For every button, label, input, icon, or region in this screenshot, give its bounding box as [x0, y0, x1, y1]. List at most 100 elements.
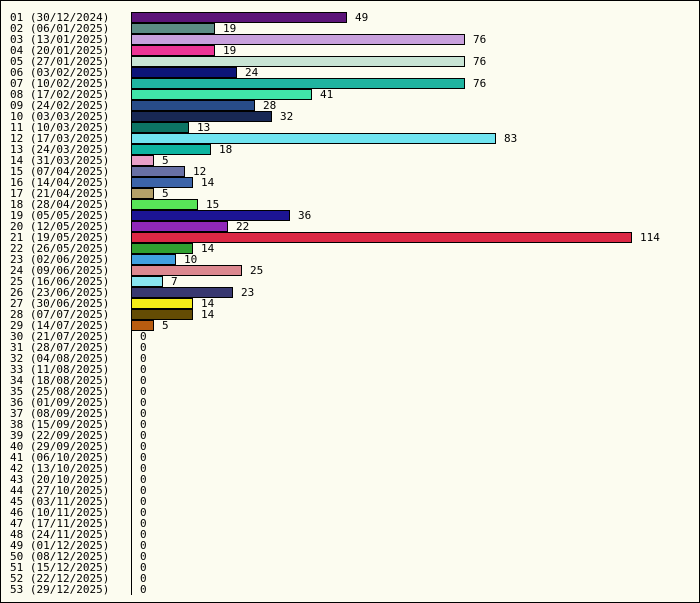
- bar: [131, 221, 228, 232]
- bar: [131, 243, 193, 254]
- bar: [131, 210, 290, 221]
- value-label: 10: [184, 253, 197, 266]
- value-label: 0: [140, 385, 147, 398]
- category-label: 22 (26/05/2025): [10, 242, 109, 255]
- value-label: 5: [162, 319, 169, 332]
- category-label: 12 (17/03/2025): [10, 132, 109, 145]
- category-label: 31 (28/07/2025): [10, 341, 109, 354]
- category-label: 48 (24/11/2025): [10, 528, 109, 541]
- bar: [131, 23, 215, 34]
- value-label: 32: [280, 110, 293, 123]
- category-label: 23 (02/06/2025): [10, 253, 109, 266]
- category-label: 43 (20/10/2025): [10, 473, 109, 486]
- bar: [131, 177, 193, 188]
- bar: [131, 144, 211, 155]
- value-label: 0: [140, 440, 147, 453]
- bar: [131, 188, 154, 199]
- value-label: 0: [140, 583, 147, 596]
- value-label: 0: [140, 341, 147, 354]
- bar: [131, 12, 347, 23]
- value-label: 14: [201, 297, 215, 310]
- category-label: 53 (29/12/2025): [10, 583, 109, 596]
- category-label: 37 (08/09/2025): [10, 407, 109, 420]
- value-label: 0: [140, 550, 147, 563]
- bar: [131, 111, 272, 122]
- value-label: 19: [223, 22, 236, 35]
- category-label: 36 (01/09/2025): [10, 396, 109, 409]
- category-label: 05 (27/01/2025): [10, 55, 109, 68]
- category-label: 25 (16/06/2025): [10, 275, 109, 288]
- value-label: 41: [320, 88, 333, 101]
- value-label: 0: [140, 561, 147, 574]
- value-label: 13: [197, 121, 210, 134]
- category-label: 49 (01/12/2025): [10, 539, 109, 552]
- bar: [131, 265, 242, 276]
- category-label: 02 (06/01/2025): [10, 22, 109, 35]
- value-label: 12: [193, 165, 206, 178]
- bar: [131, 166, 185, 177]
- category-label: 50 (08/12/2025): [10, 550, 109, 563]
- bar: [131, 45, 215, 56]
- category-label: 35 (25/08/2025): [10, 385, 109, 398]
- value-label: 0: [140, 528, 147, 541]
- category-label: 26 (23/06/2025): [10, 286, 109, 299]
- value-label: 18: [219, 143, 232, 156]
- value-label: 22: [236, 220, 249, 233]
- value-label: 0: [140, 363, 147, 376]
- value-label: 76: [473, 77, 486, 90]
- value-label: 0: [140, 572, 147, 585]
- value-label: 0: [140, 506, 147, 519]
- bar: [131, 133, 496, 144]
- value-label: 5: [162, 154, 169, 167]
- value-label: 76: [473, 55, 486, 68]
- value-label: 76: [473, 33, 486, 46]
- bar: [131, 78, 465, 89]
- value-label: 0: [140, 517, 147, 530]
- value-label: 0: [140, 473, 147, 486]
- value-label: 0: [140, 407, 147, 420]
- category-label: 08 (17/02/2025): [10, 88, 109, 101]
- category-label: 01 (30/12/2024): [10, 11, 109, 24]
- value-label: 7: [171, 275, 178, 288]
- category-label: 13 (24/03/2025): [10, 143, 109, 156]
- bar: [131, 309, 193, 320]
- value-label: 0: [140, 495, 147, 508]
- category-label: 28 (07/07/2025): [10, 308, 109, 321]
- value-label: 5: [162, 187, 169, 200]
- bar: [131, 254, 176, 265]
- category-label: 06 (03/02/2025): [10, 66, 109, 79]
- value-label: 0: [140, 484, 147, 497]
- value-label: 83: [504, 132, 517, 145]
- category-label: 24 (09/06/2025): [10, 264, 109, 277]
- bar: [131, 56, 465, 67]
- bar: [131, 89, 312, 100]
- bar: [131, 287, 233, 298]
- value-label: 0: [140, 429, 147, 442]
- value-label: 25: [250, 264, 263, 277]
- value-label: 23: [241, 286, 254, 299]
- category-label: 04 (20/01/2025): [10, 44, 109, 57]
- value-label: 0: [140, 352, 147, 365]
- category-label: 10 (03/03/2025): [10, 110, 109, 123]
- category-label: 33 (11/08/2025): [10, 363, 109, 376]
- bar: [131, 100, 255, 111]
- category-label: 46 (10/11/2025): [10, 506, 109, 519]
- category-label: 38 (15/09/2025): [10, 418, 109, 431]
- category-label: 03 (13/01/2025): [10, 33, 109, 46]
- category-label: 15 (07/04/2025): [10, 165, 109, 178]
- bar: [131, 276, 163, 287]
- category-label: 29 (14/07/2025): [10, 319, 109, 332]
- category-label: 16 (14/04/2025): [10, 176, 109, 189]
- bar: [131, 298, 193, 309]
- category-label: 41 (06/10/2025): [10, 451, 109, 464]
- category-label: 17 (21/04/2025): [10, 187, 109, 200]
- value-label: 0: [140, 451, 147, 464]
- category-label: 34 (18/08/2025): [10, 374, 109, 387]
- value-label: 14: [201, 308, 215, 321]
- value-label: 114: [640, 231, 660, 244]
- value-label: 36: [298, 209, 311, 222]
- value-label: 49: [355, 11, 368, 24]
- value-label: 28: [263, 99, 276, 112]
